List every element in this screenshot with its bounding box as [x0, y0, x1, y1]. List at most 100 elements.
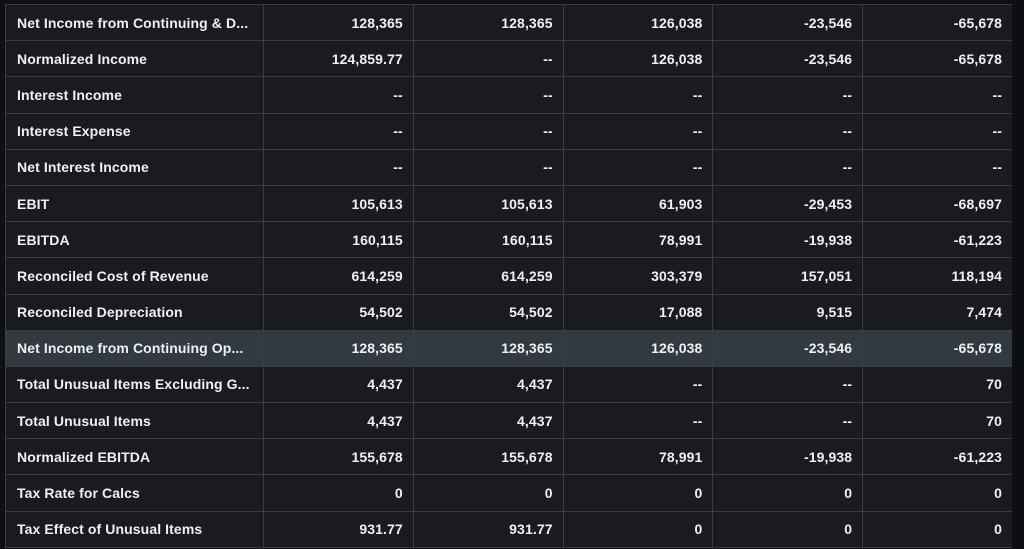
value-cell: --: [562, 76, 714, 114]
table-row[interactable]: Net Income from Continuing & D... 128,365…: [5, 4, 1012, 42]
row-label: Interest Income: [5, 76, 264, 114]
financials-table: Net Income from Continuing & D... 128,365…: [5, 4, 1012, 548]
table-row[interactable]: EBITDA 160,115 160,115 78,991 -19,938 -61,223: [5, 221, 1012, 259]
value-cell: 0: [862, 474, 1012, 512]
table-row[interactable]: Net Interest Income -- -- -- -- --: [5, 148, 1012, 186]
value-cell: 126,038: [562, 40, 714, 78]
value-cell: 155,678: [263, 438, 414, 476]
row-label: Net Interest Income: [5, 148, 264, 186]
value-cell: -68,697: [862, 184, 1012, 223]
row-label: Total Unusual Items: [5, 402, 264, 440]
table-row[interactable]: Total Unusual Items 4,437 4,437 -- -- 70: [5, 402, 1012, 440]
value-cell: 128,365: [263, 329, 414, 367]
table-row[interactable]: Interest Expense -- -- -- -- --: [5, 112, 1012, 150]
value-cell: 61,903: [562, 184, 714, 223]
table-row[interactable]: Tax Effect of Unusual Items 931.77 931.77 0…: [5, 510, 1012, 548]
value-cell: 70: [862, 365, 1012, 404]
row-label: EBITDA: [5, 221, 264, 259]
value-cell: 4,437: [263, 402, 414, 440]
value-cell: -19,938: [712, 221, 864, 259]
value-cell: 614,259: [263, 257, 414, 295]
value-cell: 54,502: [263, 293, 414, 331]
value-cell: --: [712, 112, 864, 150]
value-cell: 128,365: [263, 4, 414, 42]
value-cell: --: [862, 112, 1012, 150]
value-cell: --: [712, 365, 864, 404]
value-cell: --: [562, 112, 714, 150]
value-cell: 4,437: [412, 365, 564, 404]
row-label: Net Income from Continuing & D...: [5, 4, 264, 42]
row-label: Tax Rate for Calcs: [5, 474, 264, 512]
value-cell: --: [712, 76, 864, 114]
value-cell: -19,938: [712, 438, 864, 476]
value-cell: --: [412, 112, 564, 150]
row-label: Reconciled Depreciation: [5, 293, 264, 331]
value-cell: 0: [263, 474, 414, 512]
table-row[interactable]: Net Income from Continuing Op... 128,365 1…: [5, 329, 1012, 367]
value-cell: --: [862, 148, 1012, 186]
value-cell: --: [263, 148, 414, 186]
value-cell: 118,194: [862, 257, 1012, 295]
row-label: Reconciled Cost of Revenue: [5, 257, 264, 295]
value-cell: -61,223: [862, 221, 1012, 259]
value-cell: 105,613: [263, 184, 414, 223]
value-cell: 931.77: [412, 510, 564, 548]
table-row[interactable]: Tax Rate for Calcs 0 0 0 0 0: [5, 474, 1012, 512]
financials-table-body: Net Income from Continuing & D... 128,365…: [5, 4, 1012, 548]
value-cell: 160,115: [263, 221, 414, 259]
value-cell: 303,379: [562, 257, 714, 295]
value-cell: 17,088: [562, 293, 714, 331]
scrollbar-track[interactable]: [1016, 0, 1024, 549]
value-cell: -65,678: [862, 4, 1012, 42]
value-cell: 9,515: [712, 293, 864, 331]
value-cell: -29,453: [712, 184, 864, 223]
row-label: Tax Effect of Unusual Items: [5, 510, 264, 548]
row-label: EBIT: [5, 184, 264, 223]
financials-table-container: Net Income from Continuing & D... 128,365…: [5, 4, 1012, 549]
value-cell: 54,502: [412, 293, 564, 331]
row-label: Total Unusual Items Excluding G...: [5, 365, 264, 404]
value-cell: 126,038: [562, 329, 714, 367]
value-cell: --: [562, 365, 714, 404]
row-label: Normalized Income: [5, 40, 264, 78]
value-cell: 78,991: [562, 221, 714, 259]
value-cell: --: [562, 148, 714, 186]
value-cell: 7,474: [862, 293, 1012, 331]
value-cell: -61,223: [862, 438, 1012, 476]
value-cell: 124,859.77: [263, 40, 414, 78]
table-row[interactable]: Interest Income -- -- -- -- --: [5, 76, 1012, 114]
value-cell: 0: [862, 510, 1012, 548]
value-cell: 128,365: [412, 329, 564, 367]
value-cell: -65,678: [862, 329, 1012, 367]
value-cell: 157,051: [712, 257, 864, 295]
table-row[interactable]: Total Unusual Items Excluding G... 4,437 4…: [5, 365, 1012, 404]
value-cell: --: [862, 76, 1012, 114]
value-cell: 614,259: [412, 257, 564, 295]
value-cell: -23,546: [712, 329, 864, 367]
value-cell: --: [412, 148, 564, 186]
table-row[interactable]: Normalized EBITDA 155,678 155,678 78,991 -19…: [5, 438, 1012, 476]
table-row[interactable]: Normalized Income 124,859.77 -- 126,038 -23,…: [5, 40, 1012, 78]
value-cell: --: [263, 112, 414, 150]
row-label: Normalized EBITDA: [5, 438, 264, 476]
table-row[interactable]: Reconciled Depreciation 54,502 54,502 17,08…: [5, 293, 1012, 331]
table-row[interactable]: Reconciled Cost of Revenue 614,259 614,259…: [5, 257, 1012, 295]
value-cell: --: [712, 402, 864, 440]
value-cell: -23,546: [712, 4, 864, 42]
value-cell: 0: [562, 510, 714, 548]
value-cell: 160,115: [412, 221, 564, 259]
value-cell: 931.77: [263, 510, 414, 548]
value-cell: --: [412, 40, 564, 78]
value-cell: 105,613: [412, 184, 564, 223]
value-cell: --: [412, 76, 564, 114]
value-cell: 155,678: [412, 438, 564, 476]
value-cell: --: [562, 402, 714, 440]
value-cell: 70: [862, 402, 1012, 440]
value-cell: --: [263, 76, 414, 114]
row-label: Interest Expense: [5, 112, 264, 150]
value-cell: 0: [412, 474, 564, 512]
row-label: Net Income from Continuing Op...: [5, 329, 264, 367]
table-row[interactable]: EBIT 105,613 105,613 61,903 -29,453 -68,697: [5, 184, 1012, 223]
value-cell: --: [712, 148, 864, 186]
value-cell: 128,365: [412, 4, 564, 42]
